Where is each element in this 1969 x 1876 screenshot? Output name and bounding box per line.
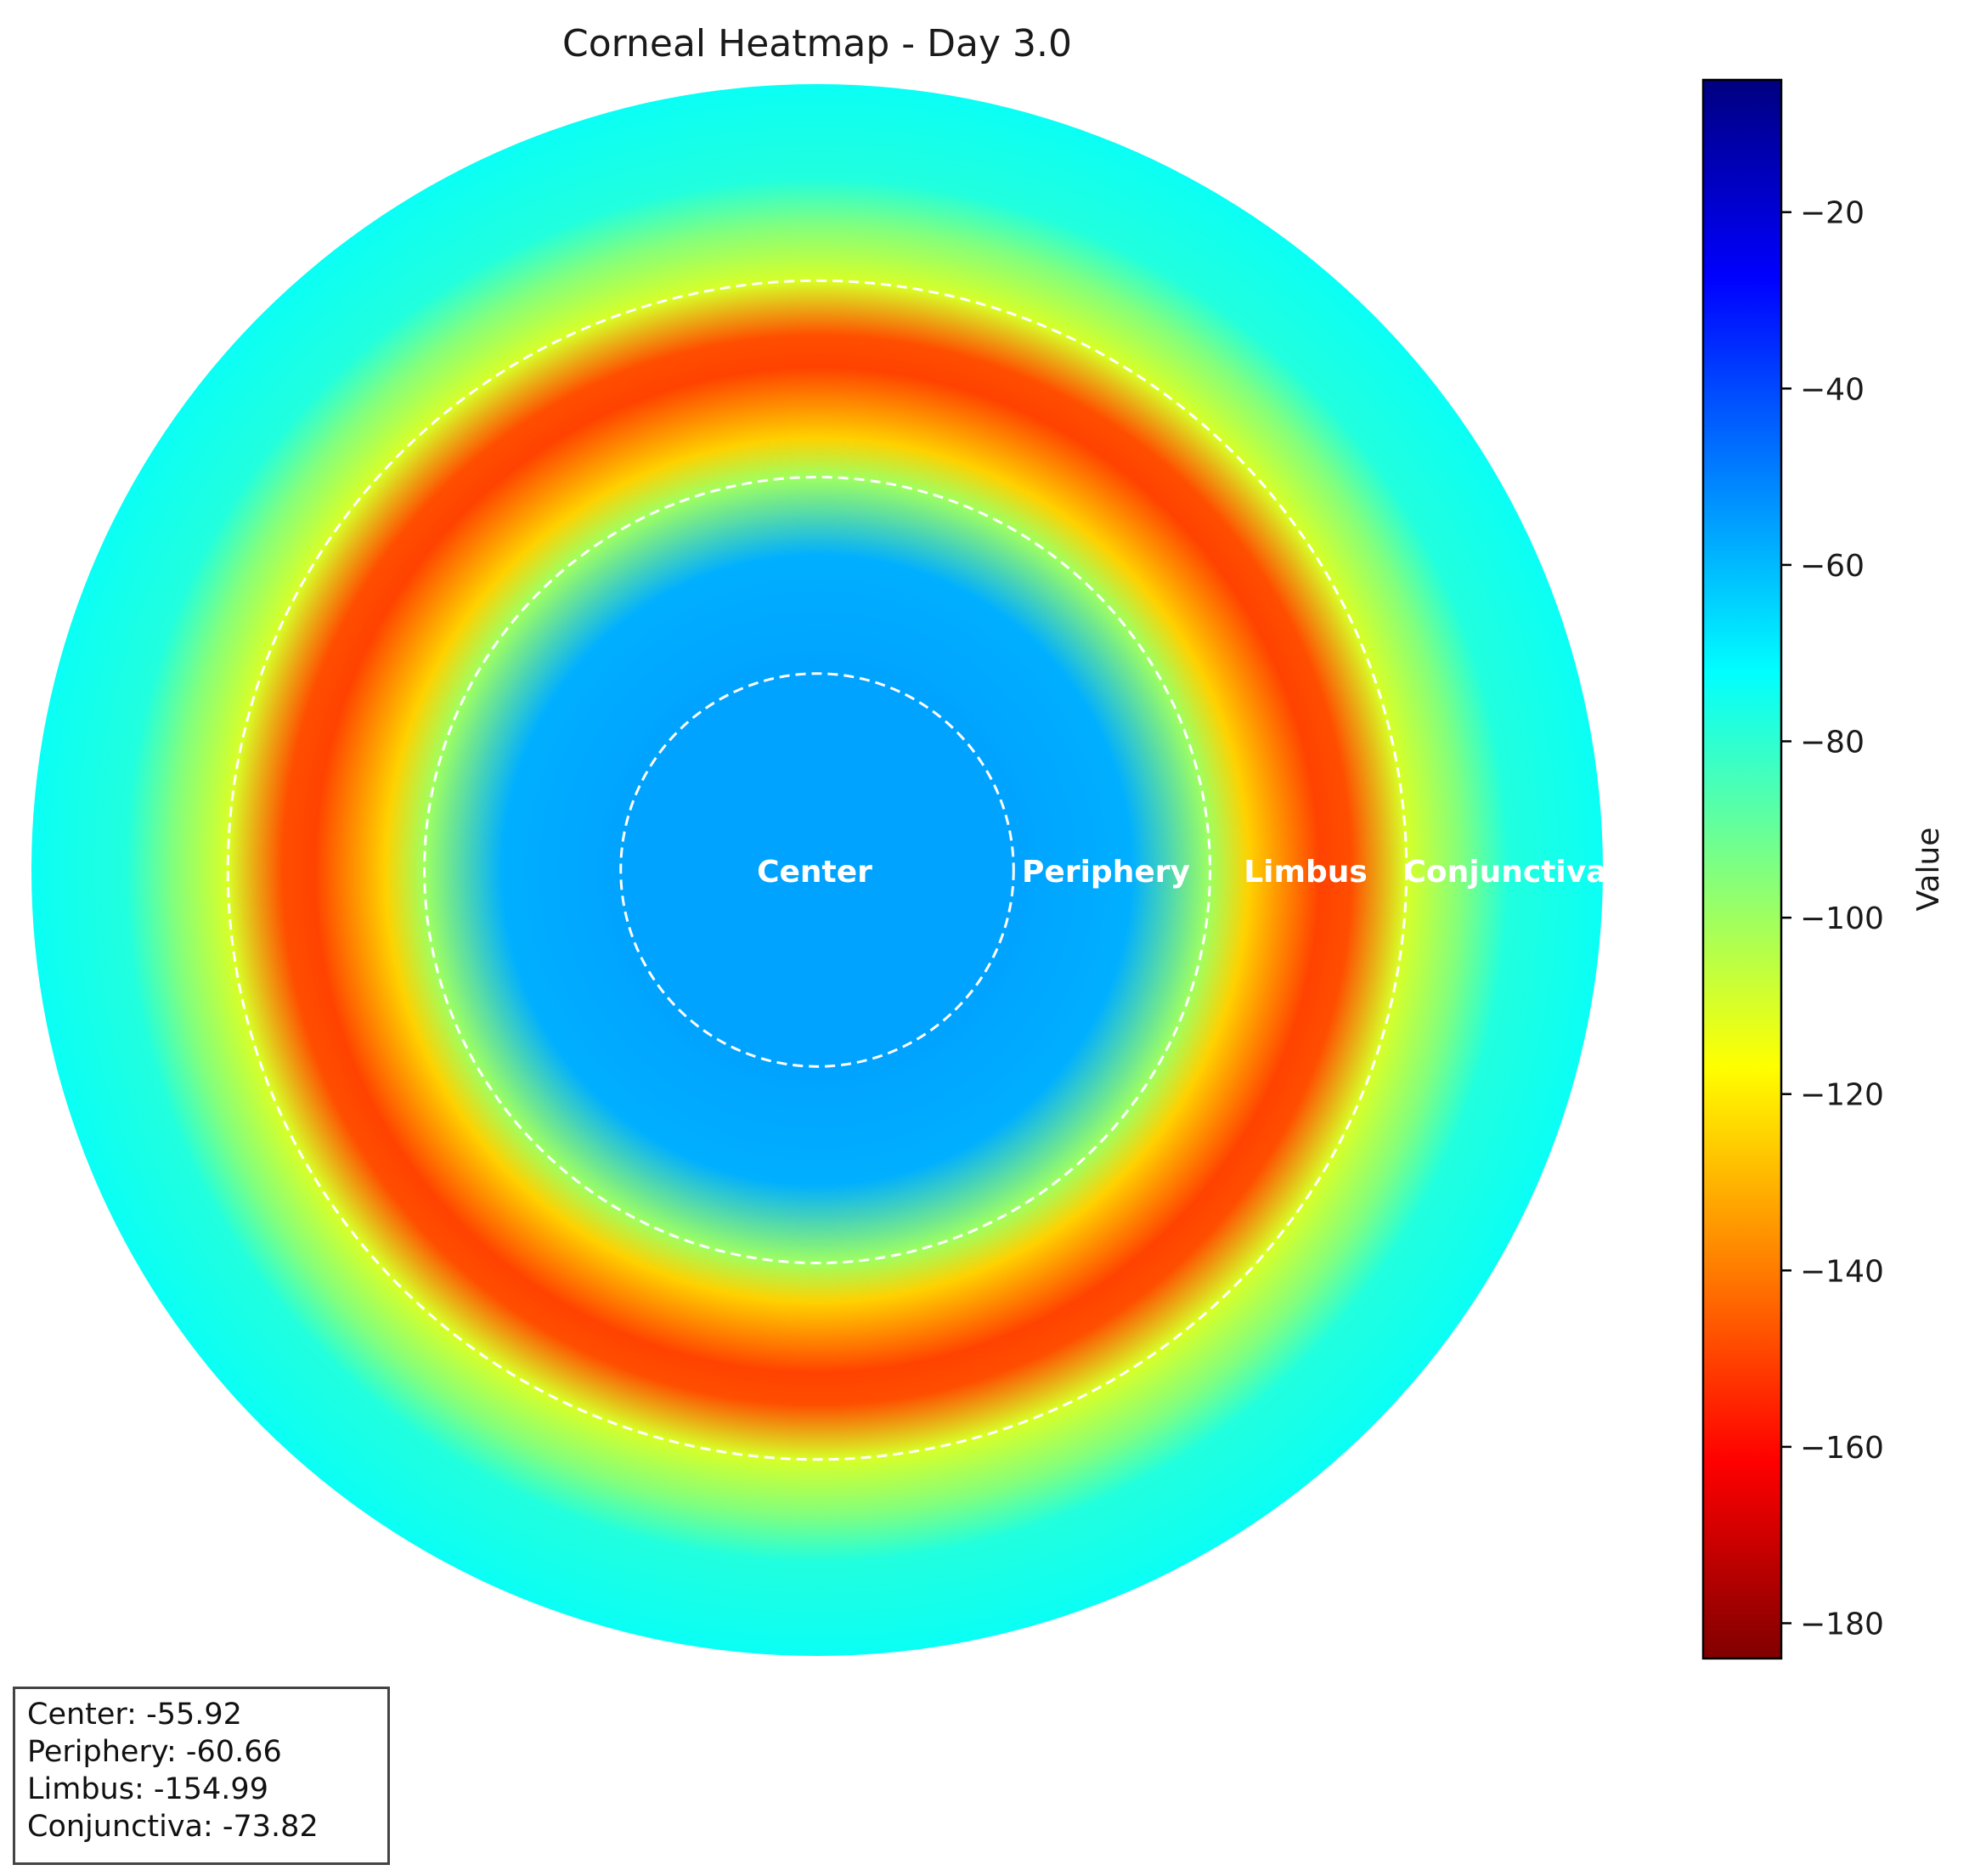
colorbar-tick-label: −40 — [1800, 372, 1865, 407]
boundary-periphery — [423, 476, 1211, 1264]
colorbar: −20 −40 −60 −80 −100 −120 −140 −160 −180 — [1701, 78, 1884, 1660]
colorbar-tick-label: −160 — [1800, 1431, 1884, 1466]
colorbar-tick-label: −80 — [1800, 725, 1865, 760]
colorbar-tick-label: −60 — [1800, 549, 1865, 584]
region-label-limbus: Limbus — [1244, 855, 1368, 890]
colorbar-tick-label: −20 — [1800, 196, 1865, 231]
stats-box: Center: -55.92 Periphery: -60.66 Limbus:… — [13, 1687, 390, 1865]
stats-line-center: Center: -55.92 — [27, 1698, 242, 1732]
colorbar-tick-label: −100 — [1800, 901, 1884, 936]
region-boundaries — [226, 279, 1408, 1461]
colorbar-tick-label: −140 — [1800, 1254, 1884, 1289]
boundary-limbus — [226, 279, 1408, 1461]
colorbar-label: Value — [1911, 828, 1946, 912]
boundary-center — [619, 672, 1015, 1068]
region-label-center: Center — [757, 855, 872, 890]
region-label-periphery: Periphery — [1022, 855, 1190, 890]
colorbar-bar — [1701, 78, 1783, 1660]
colorbar-tick-label: −180 — [1800, 1607, 1884, 1642]
colorbar-tick-label: −120 — [1800, 1078, 1884, 1113]
stats-line-periphery: Periphery: -60.66 — [27, 1735, 282, 1769]
stats-line-limbus: Limbus: -154.99 — [27, 1772, 268, 1806]
region-label-conjunctiva: Conjunctiva — [1403, 855, 1606, 890]
heatmap-disk-group — [31, 84, 1603, 1656]
chart-title: Corneal Heatmap - Day 3.0 — [562, 22, 1072, 65]
heatmap-disk — [31, 84, 1603, 1656]
stats-line-conjunctiva: Conjunctiva: -73.82 — [27, 1810, 319, 1844]
region-labels: Center Periphery Limbus Conjunctiva — [757, 855, 1606, 890]
